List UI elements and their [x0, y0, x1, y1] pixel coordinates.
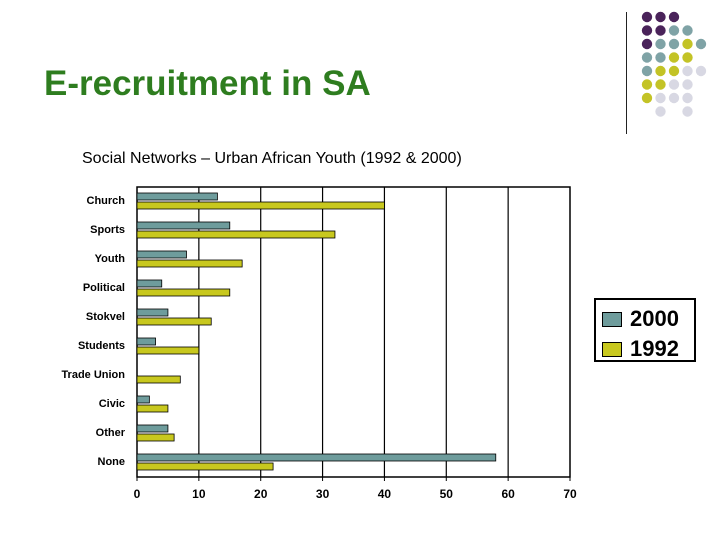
- bar-2000-students: [136, 337, 156, 346]
- category-label: Civic: [99, 398, 125, 410]
- legend-item-2000: 2000: [602, 306, 679, 331]
- x-tick-label: 0: [134, 487, 141, 501]
- bar-1992-other: [136, 433, 175, 442]
- decorative-dot: [641, 65, 653, 77]
- bar-1992-stokvel: [136, 317, 212, 326]
- chart-subtitle: Social Networks – Urban African Youth (1…: [82, 150, 462, 167]
- legend-swatch-2000: [602, 311, 622, 327]
- bar-2000-sports: [136, 221, 231, 230]
- decorative-dot: [641, 38, 653, 50]
- bar-2000-stokvel: [136, 308, 169, 317]
- plot-area: [136, 186, 571, 478]
- decorative-divider: [626, 12, 627, 134]
- bar-1992-sports: [136, 230, 336, 239]
- x-tick-label: 20: [254, 487, 268, 501]
- bar-2000-church: [136, 192, 218, 201]
- category-label: Trade Union: [61, 369, 125, 381]
- decorative-dot: [668, 11, 680, 23]
- bar-1992-political: [136, 288, 231, 297]
- decorative-dot: [668, 79, 680, 90]
- bar-1992-youth: [136, 259, 243, 268]
- decorative-dot: [668, 52, 680, 63]
- bar-2000-civic: [136, 395, 150, 404]
- chart-legend: 2000 1992: [594, 298, 696, 362]
- category-label: Other: [96, 427, 126, 439]
- decorative-dot-grid: [641, 11, 707, 117]
- legend-item-1992: 1992: [602, 336, 679, 361]
- legend-label-2000: 2000: [630, 306, 679, 331]
- x-tick-label: 40: [378, 487, 392, 501]
- bar-2000-other: [136, 424, 169, 433]
- bar-1992-trade-union: [136, 375, 181, 384]
- decorative-dot: [641, 92, 653, 104]
- category-label: Church: [87, 195, 126, 207]
- decorative-dot: [682, 79, 693, 90]
- bar-2000-youth: [136, 250, 187, 259]
- category-label: Political: [83, 282, 125, 294]
- category-label: Youth: [95, 253, 126, 265]
- bar-1992-students: [136, 346, 200, 355]
- decorative-dot: [695, 38, 707, 50]
- category-label: Students: [78, 340, 125, 352]
- category-label: Stokvel: [86, 311, 125, 323]
- x-tick-label: 50: [440, 487, 454, 501]
- x-tick-label: 70: [563, 487, 577, 501]
- decorative-dot: [682, 65, 693, 77]
- slide-title: E-recruitment in SA: [44, 64, 371, 103]
- bar-2000-none: [136, 453, 497, 462]
- decorative-dot: [668, 92, 680, 104]
- decorative-dot: [682, 52, 693, 63]
- x-tick-label: 10: [192, 487, 206, 501]
- decorative-dot: [682, 25, 693, 36]
- category-label: None: [98, 456, 126, 468]
- decorative-dot: [641, 79, 653, 90]
- category-label: Sports: [90, 224, 125, 236]
- decorative-dot: [682, 92, 693, 104]
- decorative-dot: [655, 106, 666, 117]
- decorative-dot: [641, 52, 653, 63]
- legend-label-1992: 1992: [630, 336, 679, 361]
- decorative-dot: [655, 92, 666, 104]
- bar-1992-none: [136, 462, 274, 471]
- decorative-dot: [668, 25, 680, 36]
- bar-1992-civic: [136, 404, 169, 413]
- decorative-dot: [641, 11, 653, 23]
- bar-2000-political: [136, 279, 163, 288]
- decorative-dot: [668, 65, 680, 77]
- bar-1992-church: [136, 201, 385, 210]
- legend-swatch-1992: [602, 341, 622, 357]
- decorative-dot: [668, 38, 680, 50]
- x-tick-label: 30: [316, 487, 330, 501]
- decorative-dot: [655, 52, 666, 63]
- decorative-dot: [695, 65, 707, 77]
- x-tick-label: 60: [501, 487, 515, 501]
- decorative-dot: [682, 106, 693, 117]
- decorative-dot: [655, 79, 666, 90]
- decorative-dot: [655, 11, 666, 23]
- decorative-dot: [682, 38, 693, 50]
- decorative-dot: [655, 25, 666, 36]
- decorative-dot: [641, 25, 653, 36]
- decorative-dot: [655, 65, 666, 77]
- decorative-dot: [655, 38, 666, 50]
